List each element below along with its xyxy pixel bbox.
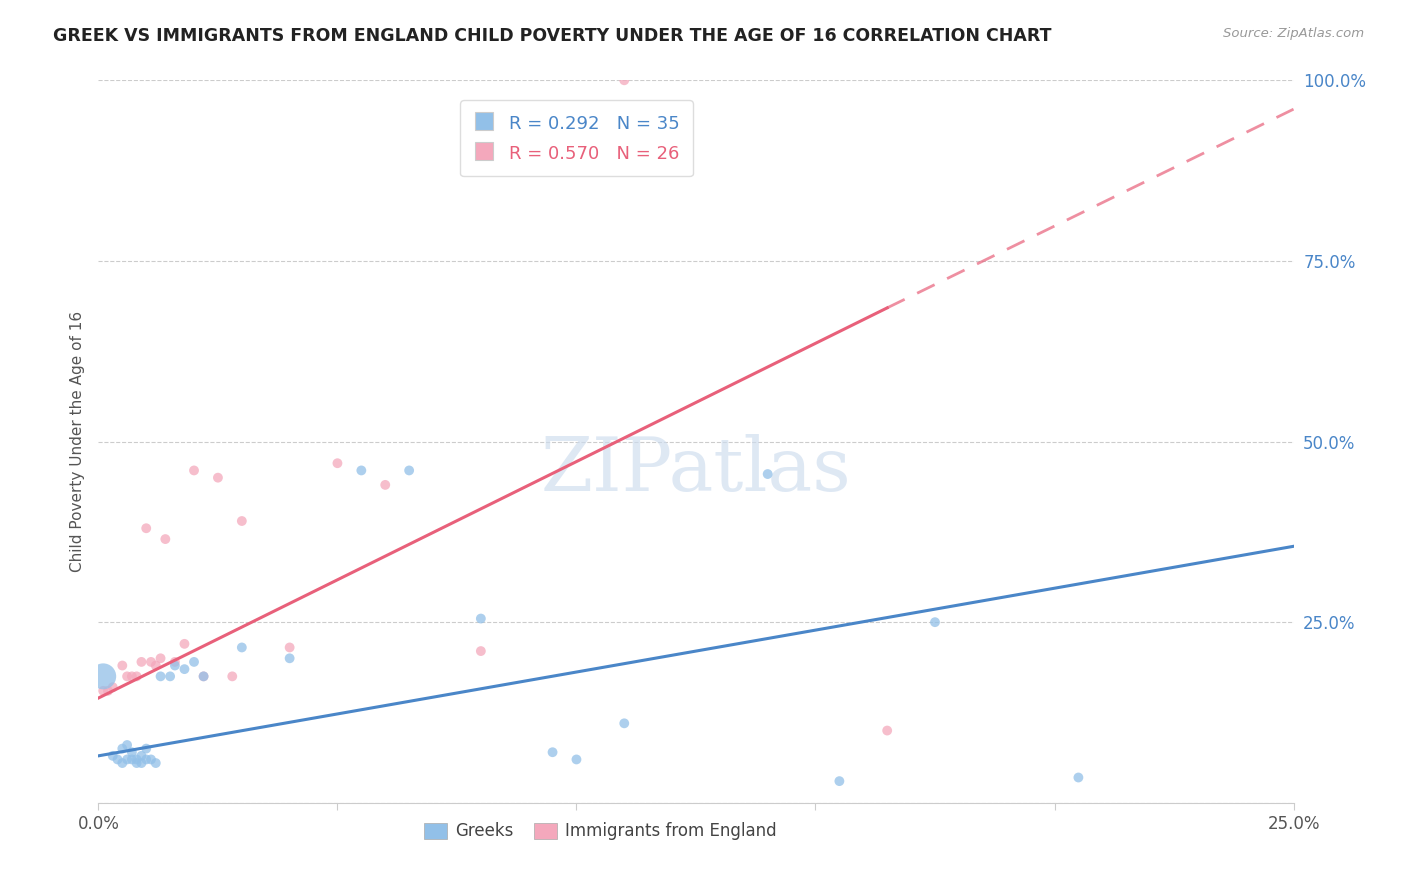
Point (121, 745, 143, 759)
Point (125, 669, 148, 683)
Point (193, 669, 215, 683)
Point (278, 640, 301, 655)
Point (149, 651, 172, 665)
Point (145, 658, 167, 673)
Point (173, 662, 195, 676)
Point (183, 463, 205, 477)
Point (398, 463, 420, 477)
Point (193, 669, 215, 683)
Point (121, 669, 143, 683)
Point (139, 655, 162, 669)
Point (115, 738, 138, 752)
Point (163, 655, 186, 669)
Point (107, 752, 129, 766)
Point (131, 756, 153, 770)
Point (828, 774, 851, 789)
Point (155, 532, 177, 546)
Point (125, 752, 148, 766)
Point (111, 756, 134, 770)
Point (231, 514, 253, 528)
Point (135, 521, 157, 535)
Point (221, 669, 243, 683)
Point (756, 467, 779, 481)
Point (613, 73, 636, 87)
Text: GREEK VS IMMIGRANTS FROM ENGLAND CHILD POVERTY UNDER THE AGE OF 16 CORRELATION C: GREEK VS IMMIGRANTS FROM ENGLAND CHILD P… (53, 27, 1052, 45)
Point (135, 752, 157, 766)
Point (125, 756, 148, 770)
Point (149, 669, 172, 683)
Point (924, 615, 946, 630)
Point (101, 680, 124, 694)
Point (131, 655, 153, 669)
Y-axis label: Child Poverty Under the Age of 16: Child Poverty Under the Age of 16 (69, 311, 84, 572)
Point (876, 723, 898, 738)
Point (541, 745, 564, 759)
Text: Source: ZipAtlas.com: Source: ZipAtlas.com (1223, 27, 1364, 40)
Text: ZIPatlas: ZIPatlas (540, 434, 852, 507)
Point (111, 741, 134, 756)
Point (470, 644, 492, 658)
Point (326, 456, 349, 470)
Point (163, 658, 186, 673)
Point (1067, 771, 1090, 785)
Legend: Greeks, Immigrants from England: Greeks, Immigrants from England (415, 814, 786, 848)
Point (350, 463, 373, 477)
Point (139, 752, 162, 766)
Point (135, 741, 157, 756)
Point (231, 640, 253, 655)
Point (159, 669, 181, 683)
Point (91, 669, 114, 683)
Point (131, 748, 153, 763)
Point (207, 470, 229, 484)
Point (374, 478, 396, 492)
Point (115, 752, 138, 766)
Point (121, 752, 143, 766)
Point (115, 669, 138, 683)
Point (173, 637, 195, 651)
Point (470, 611, 492, 625)
Point (97, 683, 120, 698)
Point (145, 756, 167, 770)
Point (91, 683, 114, 698)
Point (613, 716, 636, 731)
Point (183, 655, 205, 669)
Point (565, 752, 588, 766)
Point (101, 748, 124, 763)
Point (111, 658, 134, 673)
Point (278, 651, 301, 665)
